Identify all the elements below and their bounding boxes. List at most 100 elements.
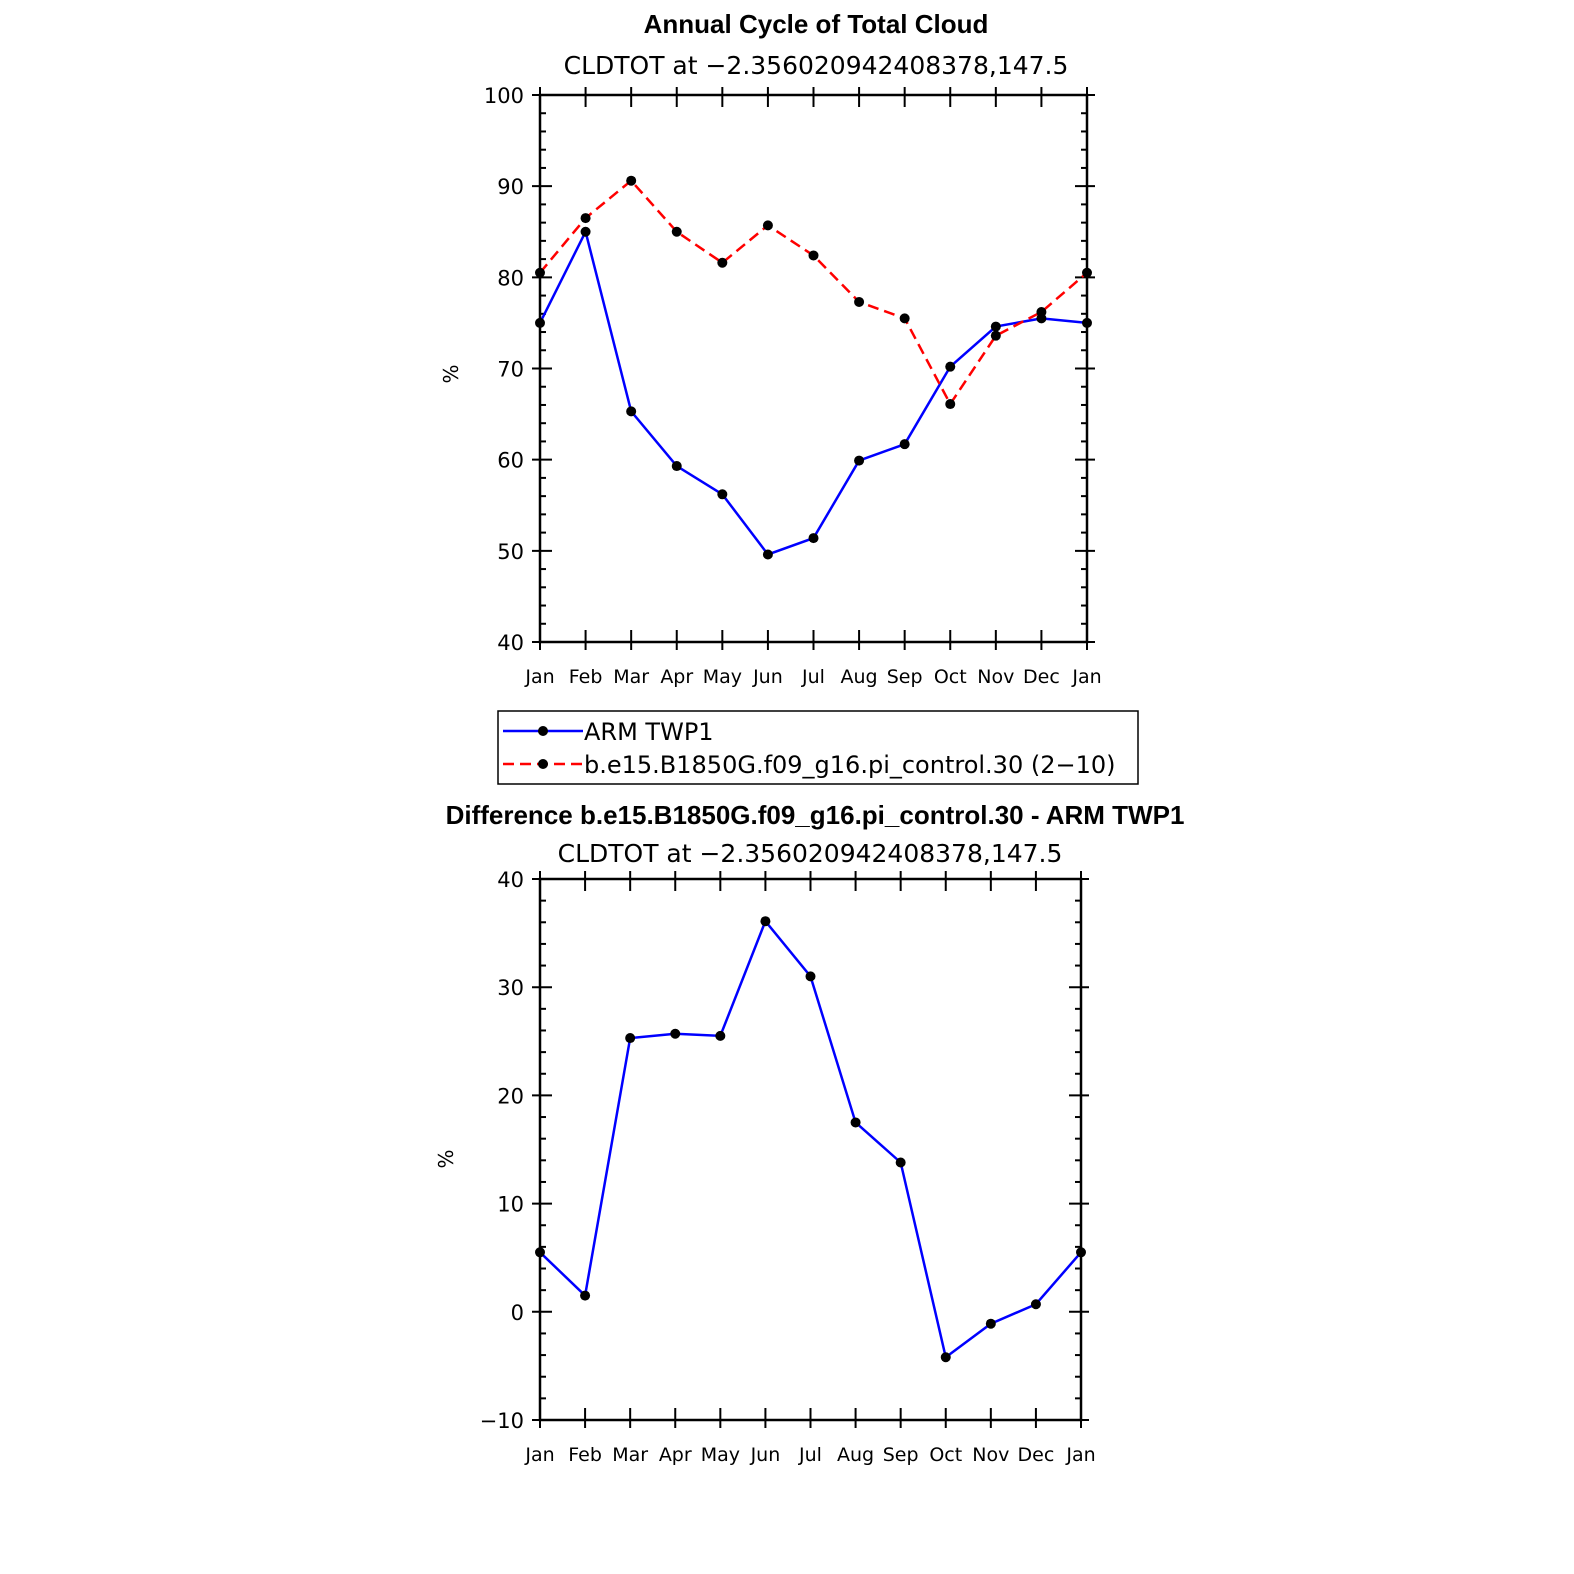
series-0-point [760, 916, 771, 927]
x-tick-label: Apr [660, 666, 693, 688]
x-tick-label: Jul [801, 666, 825, 688]
series-0-point [535, 1247, 545, 1258]
series-0-point [808, 533, 819, 544]
chart1-ticks [532, 87, 1095, 650]
x-tick-label: Dec [1023, 666, 1060, 688]
chart1-axes [538, 93, 1089, 644]
series-0-point [762, 549, 773, 560]
x-tick-label: Aug [837, 1444, 874, 1466]
y-tick-label: 40 [497, 631, 524, 655]
x-tick-label: Jun [750, 1444, 781, 1466]
x-tick-label: May [701, 1444, 740, 1466]
y-tick-label: 90 [497, 175, 524, 199]
series-0-point [671, 461, 682, 472]
x-tick-label: Apr [659, 1444, 692, 1466]
chart2-ylabel: % [434, 1149, 458, 1168]
series-1-point [990, 330, 1001, 341]
series-line-0 [538, 228, 1088, 556]
y-tick-label: 40 [497, 868, 524, 892]
x-tick-label: Jan [1071, 666, 1101, 688]
x-tick-label: Oct [934, 666, 967, 688]
series-line-0 [539, 918, 1082, 1360]
chart2-tick-labels: −10 0 10 20 30 40 Jan Feb Mar Apr May Jun Jul Aug Sep O… [480, 868, 1096, 1466]
series-0-point [626, 406, 637, 417]
legend-label-model: b.e15.B1850G.f09_g16.pi_control.30 (2−10… [584, 751, 1116, 779]
x-tick-label: Mar [612, 1444, 648, 1466]
chart2-title: Difference b.e15.B1850G.f09_g16.pi_contr… [446, 800, 1185, 830]
chart1-title: Annual Cycle of Total Cloud [644, 9, 989, 39]
x-tick-label: Feb [569, 666, 603, 688]
series-0-point [945, 361, 956, 372]
series-1-point [808, 250, 819, 261]
x-tick-label: Mar [613, 666, 649, 688]
x-tick-label: Jan [524, 1444, 554, 1466]
series-0-point [899, 439, 910, 450]
series-0-point [850, 1117, 861, 1128]
chart1-ylabel: % [439, 364, 463, 383]
y-tick-label: −10 [480, 1409, 524, 1433]
series-1-point [626, 175, 637, 186]
plot-frame [538, 93, 1089, 644]
series-0-point [717, 489, 728, 500]
x-tick-label: Jun [752, 666, 783, 688]
legend-marker-model [538, 759, 548, 769]
chart1-subtitle: CLDTOT at −2.356020942408378,147.5 [564, 51, 1069, 80]
series-1-point [899, 313, 910, 324]
series-1-point [671, 226, 682, 237]
x-tick-label: May [703, 666, 742, 688]
series-0-point [715, 1030, 726, 1041]
series-0-point [670, 1028, 681, 1039]
series-1-point [717, 257, 728, 268]
x-tick-label: Nov [977, 666, 1014, 688]
x-tick-label: Nov [972, 1444, 1009, 1466]
x-tick-label: Dec [1018, 1444, 1055, 1466]
series-0-point [1030, 1299, 1041, 1310]
y-tick-label: 30 [497, 976, 524, 1000]
y-tick-label: 50 [497, 540, 524, 564]
series-0-point [990, 321, 1001, 332]
y-tick-label: 80 [497, 266, 524, 290]
difference-chart: Difference b.e15.B1850G.f09_g16.pi_contr… [434, 800, 1184, 1466]
legend: ARM TWP1 b.e15.B1850G.f09_g16.pi_control… [497, 710, 1139, 785]
series-0-point [854, 455, 865, 466]
y-tick-label: 60 [497, 449, 524, 473]
y-tick-label: 100 [484, 84, 524, 108]
series-0-point [535, 317, 545, 328]
chart1-series [535, 175, 1092, 560]
x-tick-label: Jan [524, 666, 554, 688]
series-0-point [580, 1290, 591, 1301]
x-tick-label: Sep [887, 666, 923, 688]
legend-label-arm: ARM TWP1 [584, 718, 714, 746]
series-0-point [1082, 317, 1092, 328]
chart2-series [535, 916, 1086, 1363]
series-0-point [580, 226, 591, 237]
y-tick-label: 10 [497, 1193, 524, 1217]
x-tick-label: Feb [568, 1444, 602, 1466]
x-tick-label: Aug [841, 666, 878, 688]
series-1-point [1082, 267, 1092, 278]
chart2-axes [538, 877, 1083, 1422]
series-1-point [1036, 306, 1047, 317]
chart2-subtitle: CLDTOT at −2.356020942408378,147.5 [558, 839, 1063, 868]
annual-cycle-chart: Annual Cycle of Total Cloud CLDTOT at −2… [439, 9, 1102, 688]
y-tick-label: 0 [511, 1301, 524, 1325]
chart2-ticks [532, 871, 1089, 1428]
legend-box [497, 710, 1139, 785]
x-tick-label: Jan [1065, 1444, 1095, 1466]
x-tick-label: Oct [929, 1444, 962, 1466]
series-1-point [580, 213, 591, 224]
series-0-point [940, 1352, 951, 1363]
x-tick-label: Sep [883, 1444, 919, 1466]
x-tick-label: Jul [798, 1444, 822, 1466]
y-tick-label: 20 [497, 1084, 524, 1108]
series-1-point [762, 220, 773, 231]
series-0-point [625, 1033, 636, 1044]
legend-marker-arm [538, 726, 548, 736]
plot-frame [538, 877, 1083, 1422]
series-1-point [535, 267, 545, 278]
chart1-tick-labels: 40 50 60 70 80 90 100 Jan Feb Mar Apr May Jun Jul Aug S… [484, 84, 1102, 688]
series-0-point [805, 971, 816, 982]
series-1-point [854, 296, 865, 307]
series-0-point [895, 1157, 906, 1168]
